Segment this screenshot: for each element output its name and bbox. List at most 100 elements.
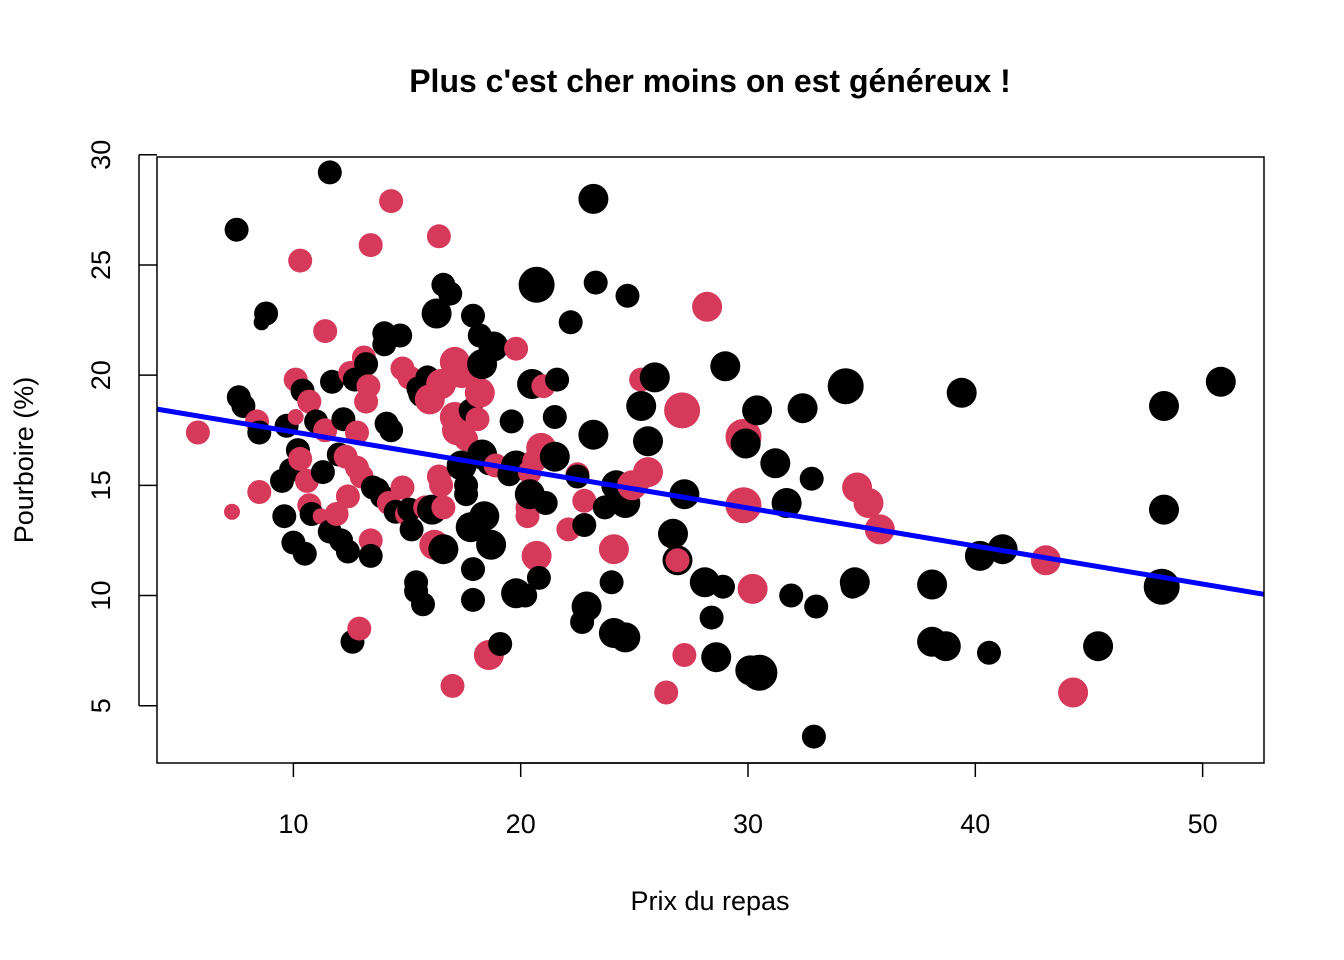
data-point-83 — [426, 224, 451, 249]
data-point-143 — [572, 513, 597, 537]
data-point-4 — [231, 394, 256, 418]
x-axis-label: Prix du repas — [630, 886, 789, 916]
data-point-99 — [454, 482, 479, 507]
data-point-161 — [633, 426, 663, 457]
data-point-134 — [533, 491, 558, 515]
data-point-116 — [488, 632, 513, 656]
data-point-124 — [515, 504, 540, 529]
y-tick-label-25: 25 — [86, 250, 116, 280]
data-point-122 — [513, 583, 538, 608]
data-point-202 — [977, 640, 1001, 665]
data-point-165 — [658, 518, 688, 549]
data-point-189 — [801, 724, 826, 749]
data-point-107 — [464, 377, 495, 408]
data-point-179 — [730, 428, 761, 459]
data-point-39 — [335, 484, 360, 509]
data-point-175 — [711, 574, 735, 599]
data-point-209 — [1149, 391, 1179, 421]
data-point-62 — [379, 189, 404, 214]
data-point-103 — [461, 303, 485, 328]
data-point-144 — [572, 488, 597, 513]
data-point-49 — [354, 352, 379, 377]
data-point-29 — [313, 319, 338, 344]
data-point-1 — [224, 503, 240, 520]
x-axis: 10 20 30 40 50 — [278, 762, 1218, 839]
data-point-0 — [185, 420, 210, 445]
data-point-2 — [224, 217, 249, 242]
data-point-119 — [504, 336, 529, 361]
data-point-184 — [760, 448, 791, 479]
points-layer — [185, 160, 1236, 749]
y-tick-label-5: 5 — [86, 698, 116, 713]
x-tick-label-50: 50 — [1188, 809, 1218, 839]
data-point-91 — [440, 673, 465, 698]
y-tick-label-15: 15 — [86, 470, 116, 500]
data-point-54 — [358, 543, 383, 568]
data-point-118 — [499, 409, 524, 434]
data-point-90 — [438, 281, 463, 306]
data-point-28 — [310, 460, 335, 485]
data-point-33 — [320, 369, 344, 394]
data-point-193 — [839, 567, 870, 598]
data-point-40 — [335, 539, 360, 564]
data-point-18 — [288, 248, 313, 273]
data-point-137 — [545, 367, 570, 392]
data-point-139 — [558, 310, 583, 335]
regression-line — [156, 406, 1265, 597]
data-point-174 — [701, 642, 732, 673]
data-point-205 — [1058, 677, 1089, 708]
data-point-130 — [521, 540, 552, 571]
data-point-131 — [526, 565, 551, 590]
y-tick-label-30: 30 — [86, 140, 116, 170]
data-point-105 — [465, 407, 490, 432]
data-point-172 — [692, 291, 723, 322]
data-point-104 — [461, 557, 485, 582]
data-point-163 — [639, 362, 670, 393]
data-point-185 — [771, 488, 802, 518]
y-tick-label-20: 20 — [86, 360, 116, 390]
data-point-19 — [288, 446, 313, 471]
data-point-71 — [399, 517, 424, 542]
y-tick-label-10: 10 — [86, 580, 116, 610]
data-point-7 — [247, 480, 272, 504]
data-point-195 — [853, 488, 884, 518]
plot-frame — [156, 156, 1265, 764]
data-point-34 — [324, 502, 349, 526]
data-point-65 — [388, 323, 413, 348]
data-point-162 — [633, 457, 663, 488]
x-tick-label-10: 10 — [278, 809, 308, 839]
x-tick-label-40: 40 — [960, 809, 990, 839]
data-point-129 — [518, 266, 555, 303]
data-point-46 — [347, 616, 372, 641]
data-point-9 — [254, 301, 279, 326]
data-point-11 — [272, 504, 297, 529]
data-point-27 — [312, 508, 329, 525]
data-point-52 — [358, 233, 383, 258]
data-point-21 — [292, 541, 317, 566]
data-point-154 — [610, 622, 641, 653]
data-point-197 — [917, 569, 948, 600]
y-axis-label: Pourboire (%) — [9, 377, 39, 544]
data-point-88 — [428, 534, 459, 565]
data-point-86 — [429, 473, 454, 498]
data-point-63 — [379, 418, 404, 443]
data-point-145 — [571, 591, 602, 622]
data-point-51 — [356, 374, 381, 399]
data-point-187 — [787, 393, 818, 424]
data-point-151 — [598, 534, 629, 565]
data-point-16 — [287, 409, 304, 425]
x-tick-label-20: 20 — [506, 809, 536, 839]
data-point-135 — [539, 441, 570, 472]
data-point-200 — [946, 377, 977, 408]
data-point-146 — [578, 183, 609, 214]
data-point-136 — [542, 405, 567, 429]
data-point-164 — [654, 680, 679, 705]
data-point-191 — [827, 368, 864, 405]
data-point-181 — [737, 573, 768, 604]
data-point-110 — [469, 501, 500, 532]
data-point-176 — [710, 351, 741, 382]
data-point-23 — [297, 389, 322, 414]
data-point-190 — [804, 594, 829, 619]
data-point-167 — [665, 548, 690, 573]
